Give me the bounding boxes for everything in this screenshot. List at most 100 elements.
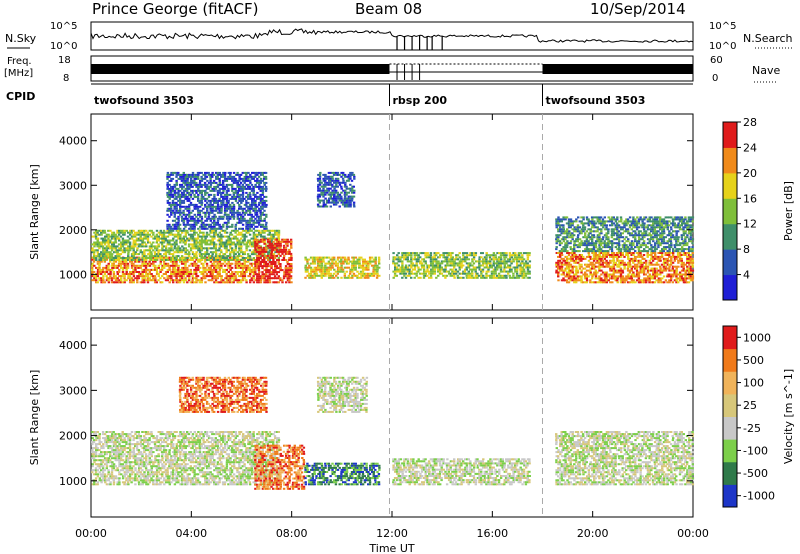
range-cell bbox=[225, 199, 229, 202]
range-cell bbox=[191, 245, 194, 248]
range-cell bbox=[182, 227, 186, 230]
range-cell bbox=[222, 173, 225, 176]
range-cell bbox=[191, 203, 195, 206]
range-cell bbox=[270, 254, 273, 257]
range-cell bbox=[326, 191, 329, 194]
range-cell bbox=[182, 209, 185, 212]
range-cell bbox=[329, 268, 332, 271]
range-cell bbox=[282, 275, 286, 278]
range-cell bbox=[342, 260, 345, 263]
range-cell bbox=[263, 237, 266, 240]
range-cell bbox=[202, 266, 205, 269]
range-cell bbox=[437, 266, 440, 269]
range-cell bbox=[456, 270, 460, 273]
range-cell bbox=[212, 259, 216, 261]
range-cell bbox=[173, 191, 176, 194]
range-cell bbox=[424, 262, 427, 265]
range-cell bbox=[435, 276, 438, 279]
range-cell bbox=[166, 183, 169, 186]
range-cell bbox=[213, 217, 216, 220]
range-cell bbox=[177, 271, 180, 273]
range-cell bbox=[166, 231, 169, 234]
range-cell bbox=[257, 277, 261, 280]
range-cell bbox=[197, 197, 200, 200]
range-cell bbox=[166, 239, 169, 242]
range-cell bbox=[171, 199, 175, 202]
range-cell bbox=[166, 209, 169, 212]
range-cell bbox=[199, 225, 202, 228]
range-cell bbox=[560, 267, 564, 270]
range-cell bbox=[233, 258, 236, 261]
range-cell bbox=[327, 193, 330, 196]
range-cell bbox=[148, 277, 151, 280]
range-cell bbox=[279, 263, 282, 265]
range-cell bbox=[225, 259, 229, 261]
range-cell bbox=[245, 249, 248, 252]
range-cell bbox=[191, 223, 194, 226]
range-cell bbox=[248, 266, 252, 269]
range-cell bbox=[227, 279, 230, 282]
range-cell bbox=[476, 276, 479, 279]
range-cell bbox=[175, 207, 178, 210]
range-cell bbox=[578, 265, 581, 268]
range-cell bbox=[259, 197, 263, 200]
range-cell bbox=[458, 260, 462, 263]
range-cell bbox=[277, 237, 281, 240]
range-cell bbox=[220, 173, 223, 176]
range-cell bbox=[190, 215, 193, 218]
range-cell bbox=[485, 258, 488, 261]
range-cell bbox=[369, 262, 372, 265]
range-cell bbox=[224, 257, 227, 259]
range-cell bbox=[318, 195, 322, 198]
range-cell bbox=[198, 191, 202, 194]
range-cell bbox=[571, 271, 574, 274]
range-cell bbox=[401, 276, 404, 279]
range-cell bbox=[324, 266, 327, 269]
range-cell bbox=[220, 237, 223, 240]
range-cell bbox=[335, 274, 338, 277]
range-cell bbox=[249, 241, 252, 244]
range-cell bbox=[123, 257, 127, 259]
range-cell bbox=[444, 264, 447, 267]
range-cell bbox=[576, 275, 579, 278]
range-cell bbox=[583, 277, 587, 280]
range-cell bbox=[513, 266, 517, 269]
range-cell bbox=[220, 199, 223, 202]
range-cell bbox=[216, 203, 220, 206]
range-cell bbox=[263, 265, 266, 268]
range-cell bbox=[279, 246, 282, 249]
range-cell bbox=[245, 205, 248, 208]
range-cell bbox=[215, 275, 218, 278]
range-cell bbox=[175, 241, 178, 244]
range-cell bbox=[200, 171, 203, 174]
range-cell bbox=[257, 273, 261, 276]
range-cell bbox=[184, 177, 187, 180]
range-cell bbox=[188, 207, 191, 210]
range-cell bbox=[580, 255, 583, 258]
range-cell bbox=[508, 254, 512, 257]
range-cell bbox=[603, 281, 607, 284]
range-cell bbox=[215, 221, 218, 224]
range-cell bbox=[349, 276, 352, 279]
range-cell bbox=[612, 261, 615, 264]
range-cell bbox=[318, 264, 321, 267]
range-cell bbox=[526, 276, 529, 279]
range-cell bbox=[118, 281, 121, 284]
range-cell bbox=[146, 233, 149, 236]
range-cell bbox=[316, 177, 320, 180]
range-cell bbox=[159, 281, 162, 284]
range-cell bbox=[254, 195, 257, 198]
range-cell bbox=[510, 254, 513, 257]
range-cell bbox=[626, 281, 630, 284]
range-cell bbox=[227, 255, 230, 258]
range-cell bbox=[114, 277, 118, 280]
range-cell bbox=[259, 213, 263, 216]
range-cell bbox=[522, 272, 526, 275]
range-cell bbox=[284, 252, 288, 255]
range-cell bbox=[254, 173, 257, 176]
range-cell bbox=[567, 271, 571, 274]
range-cell bbox=[318, 201, 321, 204]
range-cell bbox=[374, 264, 377, 267]
range-cell bbox=[163, 277, 166, 280]
range-cell bbox=[340, 185, 343, 188]
